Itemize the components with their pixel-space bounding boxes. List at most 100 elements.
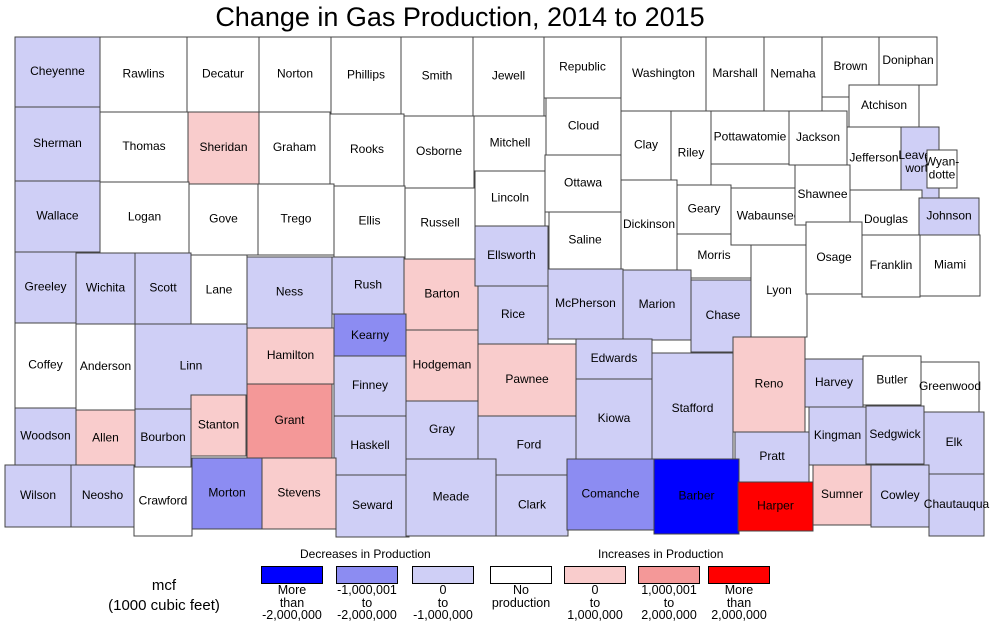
- county-mitchell: Mitchell: [473, 115, 547, 172]
- county-mcpherson: McPherson: [547, 268, 624, 340]
- county-label: Barton: [424, 287, 459, 301]
- county-label: Wabaunsee: [737, 209, 801, 223]
- county-shape: [261, 457, 337, 530]
- county-label: Neosho: [82, 488, 124, 502]
- county-shape: [732, 336, 806, 433]
- county-label: Norton: [277, 67, 313, 81]
- county-shape: [620, 36, 707, 112]
- county-label: Stanton: [198, 418, 239, 432]
- county-label: Linn: [180, 359, 203, 373]
- county-shape: [865, 405, 925, 465]
- county-label: Kingman: [814, 428, 861, 442]
- county-stanton: Stanton: [190, 394, 247, 457]
- county-shape: [75, 409, 136, 468]
- county-shape: [258, 111, 331, 185]
- legend-swatch: [638, 566, 700, 584]
- county-hodgeman: Hodgeman: [405, 329, 479, 402]
- county-shape: [14, 36, 101, 108]
- county-label: Rice: [501, 307, 525, 321]
- county-haskell: Haskell: [333, 415, 407, 477]
- county-johnson: Johnson: [918, 197, 980, 236]
- county-label: Saline: [568, 233, 602, 247]
- county-clark: Clark: [495, 474, 569, 537]
- county-label: Marion: [639, 297, 676, 311]
- county-ness: Ness: [246, 256, 333, 329]
- map-title: Change in Gas Production, 2014 to 2015: [215, 2, 705, 32]
- county-shape: [750, 244, 808, 338]
- county-shape: [547, 268, 624, 340]
- county-neosho: Neosho: [70, 464, 135, 528]
- county-ellis: Ellis: [333, 185, 406, 258]
- legend-line: 0: [439, 583, 447, 597]
- legend-swatch: [708, 566, 770, 584]
- county-stafford: Stafford: [651, 352, 734, 466]
- county-shape: [186, 36, 260, 113]
- legend-swatch: [490, 566, 552, 584]
- legend-swatch: [336, 566, 398, 584]
- county-harper: Harper: [737, 481, 814, 532]
- county-label: Pratt: [759, 449, 785, 463]
- county-seward: Seward: [335, 474, 410, 538]
- legend-line: production: [491, 595, 551, 610]
- county-shape: [919, 234, 981, 297]
- county-scott: Scott: [134, 252, 192, 325]
- legend-line: 1,000,000: [567, 608, 623, 622]
- county-shape: [705, 36, 765, 112]
- county-grant: Grant: [246, 383, 333, 459]
- county-miami: Miami: [919, 234, 981, 297]
- units-line-1: mcf: [151, 577, 177, 594]
- county-osborne: Osborne: [403, 115, 475, 189]
- county-doniphan: Doniphan: [878, 36, 938, 86]
- county-label: Graham: [273, 140, 316, 154]
- county-label: Meade: [433, 490, 470, 504]
- county-wyandotte: Wyan-dotte: [925, 149, 959, 189]
- county-label: Franklin: [870, 258, 913, 272]
- legend-line: to: [663, 595, 675, 610]
- county-label: Kearny: [351, 328, 389, 342]
- county-label: Allen: [92, 431, 119, 445]
- county-finney: Finney: [333, 355, 407, 417]
- county-label: Cloud: [568, 119, 599, 133]
- county-label: Gray: [429, 422, 455, 436]
- county-label: Rawlins: [122, 67, 164, 81]
- county-shape: [133, 466, 193, 537]
- county-pottawatomie: Pottawatomie: [710, 110, 790, 165]
- legend-line: -2,000,000: [262, 608, 322, 622]
- county-label: Kiowa: [598, 411, 631, 425]
- county-morton: Morton: [191, 457, 263, 530]
- county-crawford: Crawford: [133, 466, 193, 537]
- county-shape: [14, 106, 101, 182]
- county-republic: Republic: [543, 36, 622, 99]
- county-shape: [861, 234, 921, 298]
- county-phillips: Phillips: [330, 36, 402, 115]
- county-meade: Meade: [405, 458, 497, 537]
- county-shape: [495, 474, 569, 537]
- county-shawnee: Shawnee: [794, 164, 851, 226]
- county-smith: Smith: [400, 36, 474, 117]
- county-label: Trego: [281, 212, 312, 226]
- county-label: Riley: [678, 146, 705, 160]
- legend-line: than: [726, 595, 752, 610]
- legend-line: No: [513, 583, 529, 597]
- county-marion: Marion: [622, 269, 692, 341]
- county-label: Elk: [946, 435, 964, 449]
- legend-line: -2,000,000: [337, 608, 397, 622]
- county-shape: [75, 252, 136, 325]
- county-bourbon: Bourbon: [134, 408, 192, 468]
- county-shape: [191, 457, 263, 530]
- county-shape: [805, 221, 863, 295]
- county-label: Miami: [934, 258, 966, 272]
- county-chautauqua: Chautauqua: [924, 473, 990, 537]
- county-shape: [575, 338, 653, 380]
- county-label: Sherman: [33, 136, 82, 150]
- county-clay: Clay: [620, 110, 672, 181]
- county-logan: Logan: [99, 181, 190, 254]
- legend-item-inc-large: More than 2,000,000: [699, 566, 779, 622]
- legend-item-dec-mid: -1,000,001 to -2,000,000: [327, 566, 407, 622]
- county-label: Greeley: [24, 280, 66, 294]
- county-franklin: Franklin: [861, 234, 921, 298]
- county-label: Harper: [757, 499, 794, 513]
- county-label: Osborne: [416, 144, 462, 158]
- county-shape: [187, 111, 260, 185]
- county-shape: [70, 464, 135, 528]
